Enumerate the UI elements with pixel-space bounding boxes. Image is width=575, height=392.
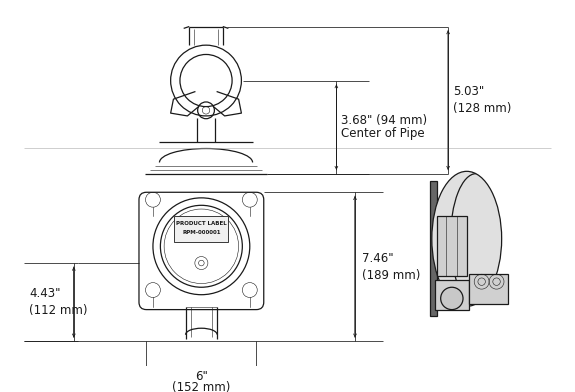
Text: (152 mm): (152 mm) (172, 381, 231, 392)
Text: (189 mm): (189 mm) (362, 269, 421, 281)
Bar (174, 216, 228, 241)
Text: (112 mm): (112 mm) (29, 304, 87, 317)
Ellipse shape (432, 171, 501, 306)
Bar (437, 216, 467, 276)
Text: (128 mm): (128 mm) (453, 102, 511, 115)
Bar (469, 274, 508, 304)
Bar (435, 280, 469, 310)
Text: Center of Pipe: Center of Pipe (341, 127, 425, 140)
Text: 5.03": 5.03" (453, 85, 484, 98)
Text: 4.43": 4.43" (29, 287, 60, 300)
Bar (430, 181, 437, 316)
Text: PRODUCT LABEL: PRODUCT LABEL (176, 221, 227, 226)
Text: RPM-000001: RPM-000001 (182, 230, 221, 235)
Circle shape (440, 287, 463, 310)
Text: 7.46": 7.46" (362, 252, 394, 265)
Text: 6": 6" (195, 370, 208, 383)
Text: 3.68" (94 mm): 3.68" (94 mm) (341, 114, 427, 127)
